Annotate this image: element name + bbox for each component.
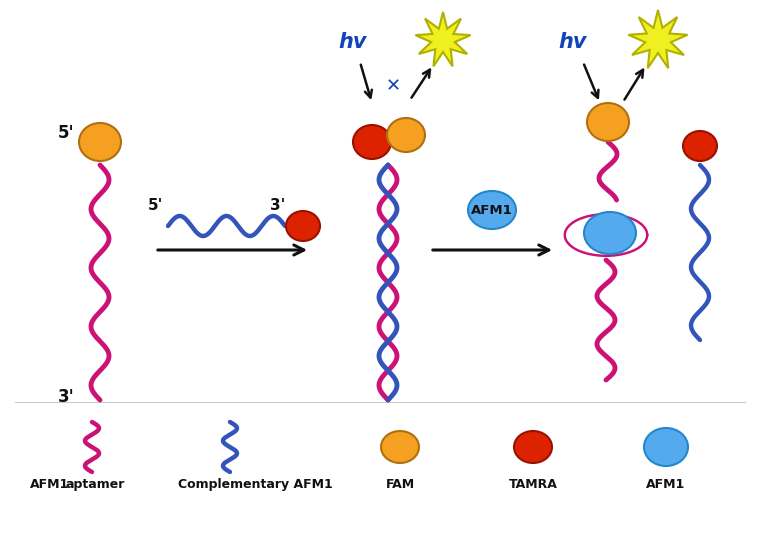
Text: TAMRA: TAMRA <box>508 478 557 491</box>
Ellipse shape <box>683 131 717 161</box>
Ellipse shape <box>387 118 425 152</box>
Ellipse shape <box>514 431 552 463</box>
Polygon shape <box>629 10 688 68</box>
Text: hv: hv <box>558 32 587 52</box>
Ellipse shape <box>644 428 688 466</box>
Text: hv: hv <box>338 32 366 52</box>
Text: 5': 5' <box>58 124 74 142</box>
Ellipse shape <box>381 431 419 463</box>
Text: aptamer: aptamer <box>65 478 125 491</box>
Text: Complementary AFM1: Complementary AFM1 <box>178 478 332 491</box>
Ellipse shape <box>587 103 629 141</box>
Text: 5': 5' <box>148 198 163 213</box>
Text: 3': 3' <box>58 388 74 406</box>
Ellipse shape <box>286 211 320 241</box>
Ellipse shape <box>79 123 121 161</box>
Text: 3': 3' <box>270 198 285 213</box>
Ellipse shape <box>468 191 516 229</box>
Ellipse shape <box>584 212 636 254</box>
Text: FAM: FAM <box>385 478 414 491</box>
Ellipse shape <box>353 125 391 159</box>
Text: AFM1: AFM1 <box>471 204 513 217</box>
Text: AFM1: AFM1 <box>30 478 70 491</box>
Text: AFM1: AFM1 <box>646 478 686 491</box>
Text: ✕: ✕ <box>385 77 401 95</box>
Polygon shape <box>416 12 470 66</box>
Ellipse shape <box>566 215 646 254</box>
